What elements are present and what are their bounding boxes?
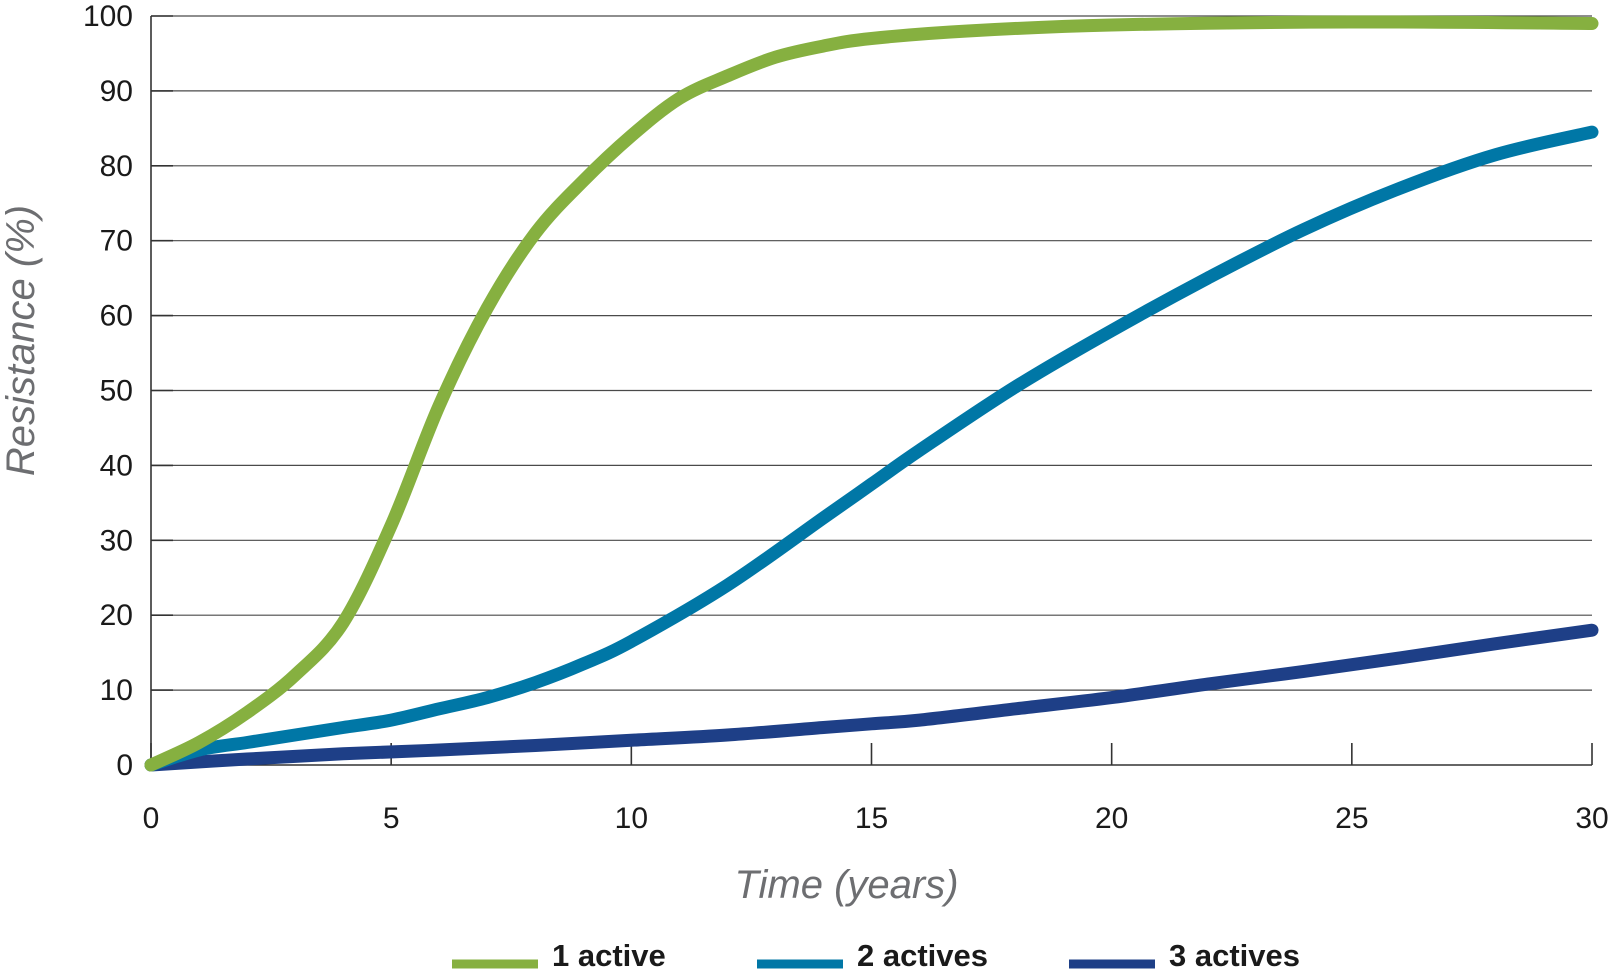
legend-label: 2 actives [857,938,988,970]
x-tick-label: 10 [615,802,648,835]
series-line-1-active [144,15,1599,772]
y-tick-label: 90 [100,75,133,108]
x-tick-label: 15 [855,802,888,835]
y-tick-label: 70 [100,225,133,258]
y-tick-label: 10 [100,674,133,707]
y-tick-label: 50 [100,375,133,408]
legend-label: 3 actives [1169,938,1300,970]
legend-label: 1 active [552,938,666,970]
y-tick-label: 60 [100,300,133,333]
x-tick-label: 30 [1575,802,1608,835]
x-tick-label: 0 [143,802,160,835]
tick-labels: 0 10 20 30 40 50 60 70 80 90 100 0 5 10 15 20 25 30 [83,0,1609,835]
series-lines [144,15,1599,772]
legend: 1 active 2 actives 3 actives [452,938,1300,970]
x-tick-label: 5 [383,802,400,835]
series-line-3-actives [144,623,1599,772]
x-axis-title: Time (years) [734,863,958,907]
y-tick-label: 80 [100,150,133,183]
y-tick-label: 30 [100,524,133,557]
y-tick-label: 40 [100,449,133,482]
y-axis-title: Resistance (%) [0,205,43,476]
x-tick-label: 20 [1095,802,1128,835]
y-tick-label: 0 [116,749,133,782]
x-tick-label: 25 [1335,802,1368,835]
series-line-2-actives [144,125,1599,772]
y-tick-label: 20 [100,599,133,632]
y-tick-label: 100 [83,0,133,33]
